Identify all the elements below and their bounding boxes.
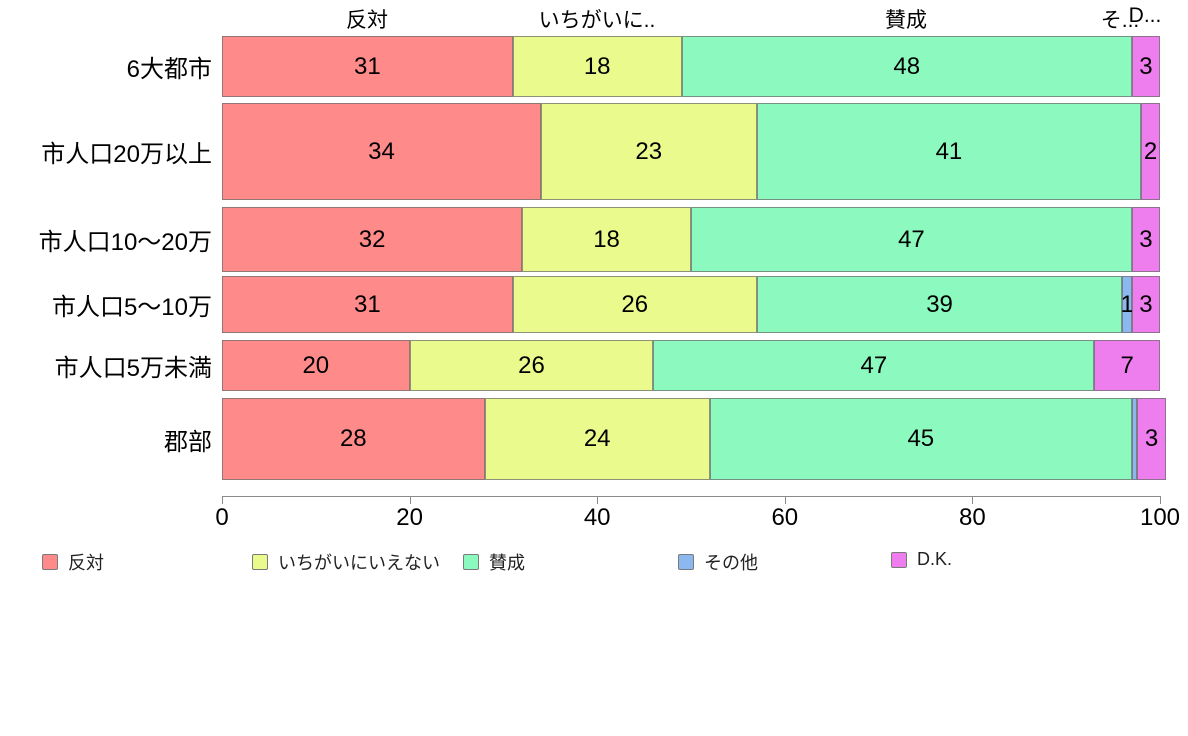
bar-segment: 32 bbox=[222, 207, 523, 272]
bar-value-label: 47 bbox=[898, 225, 925, 253]
legend-label: 反対 bbox=[68, 553, 104, 573]
bar-segment: 39 bbox=[756, 276, 1123, 333]
bar-value-label: 23 bbox=[635, 137, 663, 165]
bar-value-label: 41 bbox=[935, 137, 963, 165]
x-axis-tick-label: 20 bbox=[396, 504, 423, 531]
legend-color-swatch bbox=[252, 554, 268, 570]
bar-segment: 47 bbox=[653, 340, 1095, 391]
bar-value-label: 24 bbox=[583, 425, 611, 452]
bar-segment: 31 bbox=[222, 276, 513, 333]
series-top-label: 反対 bbox=[346, 9, 388, 32]
series-top-label: D... bbox=[1128, 4, 1162, 27]
x-axis-tick-label: 80 bbox=[959, 504, 986, 531]
bar-segment bbox=[1131, 398, 1138, 480]
legend-item-5[interactable]: D.K. bbox=[891, 549, 952, 570]
legend-color-swatch bbox=[891, 551, 907, 568]
bar-segment: 31 bbox=[222, 36, 513, 97]
legend-item-1[interactable]: 反対 bbox=[42, 549, 104, 575]
category-label: 市人口5万未満 bbox=[54, 355, 212, 382]
bar-segment: 3 bbox=[1131, 36, 1160, 97]
legend-color-swatch bbox=[42, 554, 58, 570]
bar-value-label: 34 bbox=[368, 137, 395, 165]
bar-value-label: 3 bbox=[1139, 290, 1153, 318]
series-top-label: そ... bbox=[1100, 9, 1140, 32]
x-axis-tick bbox=[222, 496, 223, 504]
x-axis-tick bbox=[972, 496, 974, 504]
category-label: 市人口5〜10万 bbox=[51, 294, 212, 321]
legend-item-2[interactable]: いちがいにいえない bbox=[252, 549, 440, 575]
bar-value-label: 26 bbox=[621, 290, 649, 318]
legend-label: その他 bbox=[704, 553, 758, 573]
bar-segment: 18 bbox=[522, 207, 691, 272]
bar-row: 34 23 41 2 bbox=[222, 103, 1160, 200]
x-axis-tick bbox=[409, 496, 411, 504]
bar-row: 31 18 48 3 bbox=[222, 36, 1160, 97]
bar-row: 28 24 45 3 bbox=[222, 398, 1166, 480]
x-axis-tick-label: 100 bbox=[1139, 504, 1181, 531]
bar-row: 32 18 47 3 bbox=[222, 207, 1160, 272]
bar-segment: 41 bbox=[756, 103, 1142, 200]
bar-segment: 24 bbox=[484, 398, 710, 480]
bar-segment: 47 bbox=[691, 207, 1132, 272]
bar-value-label: 3 bbox=[1144, 425, 1159, 452]
bar-value-label: 47 bbox=[860, 351, 888, 379]
bar-segment: 48 bbox=[681, 36, 1132, 97]
series-top-label: いちがいに.. bbox=[538, 9, 656, 32]
bar-value-label: 26 bbox=[518, 351, 545, 379]
bar-segment: 26 bbox=[512, 276, 757, 333]
bar-segment: 3 bbox=[1137, 398, 1166, 480]
category-label: 6大都市 bbox=[126, 56, 212, 83]
bar-segment: 20 bbox=[222, 340, 410, 391]
bar-value-label: 28 bbox=[339, 425, 367, 452]
bar-segment: 3 bbox=[1131, 207, 1160, 272]
series-top-label: 賛成 bbox=[885, 9, 927, 32]
bar-segment: 7 bbox=[1094, 340, 1160, 391]
bar-row: 20 26 47 7 bbox=[222, 340, 1160, 391]
bar-segment: 34 bbox=[222, 103, 541, 200]
legend-color-swatch bbox=[678, 554, 694, 570]
legend-label: 賛成 bbox=[489, 553, 525, 573]
bar-segment: 18 bbox=[512, 36, 682, 97]
legend-color-swatch bbox=[463, 554, 479, 570]
bar-segment: 45 bbox=[709, 398, 1132, 480]
bar-value-label: 18 bbox=[593, 225, 620, 253]
x-axis-tick-label: 40 bbox=[583, 504, 611, 531]
bar-segment: 28 bbox=[222, 398, 485, 480]
bar-value-label: 7 bbox=[1120, 351, 1134, 379]
bar-segment: 2 bbox=[1141, 103, 1160, 200]
bar-segment: 23 bbox=[540, 103, 757, 200]
bar-row: 31 26 39 1 3 bbox=[222, 276, 1160, 333]
bar-value-label: 45 bbox=[907, 425, 935, 452]
category-label: 郡部 bbox=[164, 428, 212, 456]
bar-segment: 26 bbox=[409, 340, 654, 391]
bar-segment: 3 bbox=[1131, 276, 1160, 333]
bar-value-label: 3 bbox=[1139, 225, 1153, 253]
legend-item-3[interactable]: 賛成 bbox=[463, 549, 525, 575]
bar-value-label: 2 bbox=[1143, 137, 1158, 165]
x-axis-tick-label: 0 bbox=[215, 504, 229, 531]
legend-label: D.K. bbox=[917, 549, 953, 569]
bar-value-label: 39 bbox=[926, 290, 953, 318]
legend-item-4[interactable]: その他 bbox=[678, 549, 758, 575]
legend-label: いちがいにいえない bbox=[278, 553, 440, 573]
bar-value-label: 20 bbox=[302, 351, 330, 379]
bar-value-label: 1 bbox=[1120, 290, 1134, 318]
x-axis-tick-label: 60 bbox=[771, 504, 799, 531]
bar-value-label: 31 bbox=[354, 52, 381, 80]
category-label: 市人口10〜20万 bbox=[38, 229, 212, 256]
x-axis-tick bbox=[784, 496, 786, 504]
x-axis-tick bbox=[597, 496, 599, 504]
category-label: 市人口20万以上 bbox=[41, 141, 212, 168]
bar-value-label: 32 bbox=[358, 225, 386, 253]
bar-value-label: 18 bbox=[583, 52, 611, 80]
x-axis-tick bbox=[1160, 496, 1161, 504]
bar-value-label: 3 bbox=[1139, 52, 1153, 80]
bar-value-label: 31 bbox=[354, 290, 381, 318]
bar-segment: 1 bbox=[1120, 276, 1134, 333]
bar-value-label: 48 bbox=[893, 52, 921, 80]
x-axis-line bbox=[222, 496, 1160, 497]
